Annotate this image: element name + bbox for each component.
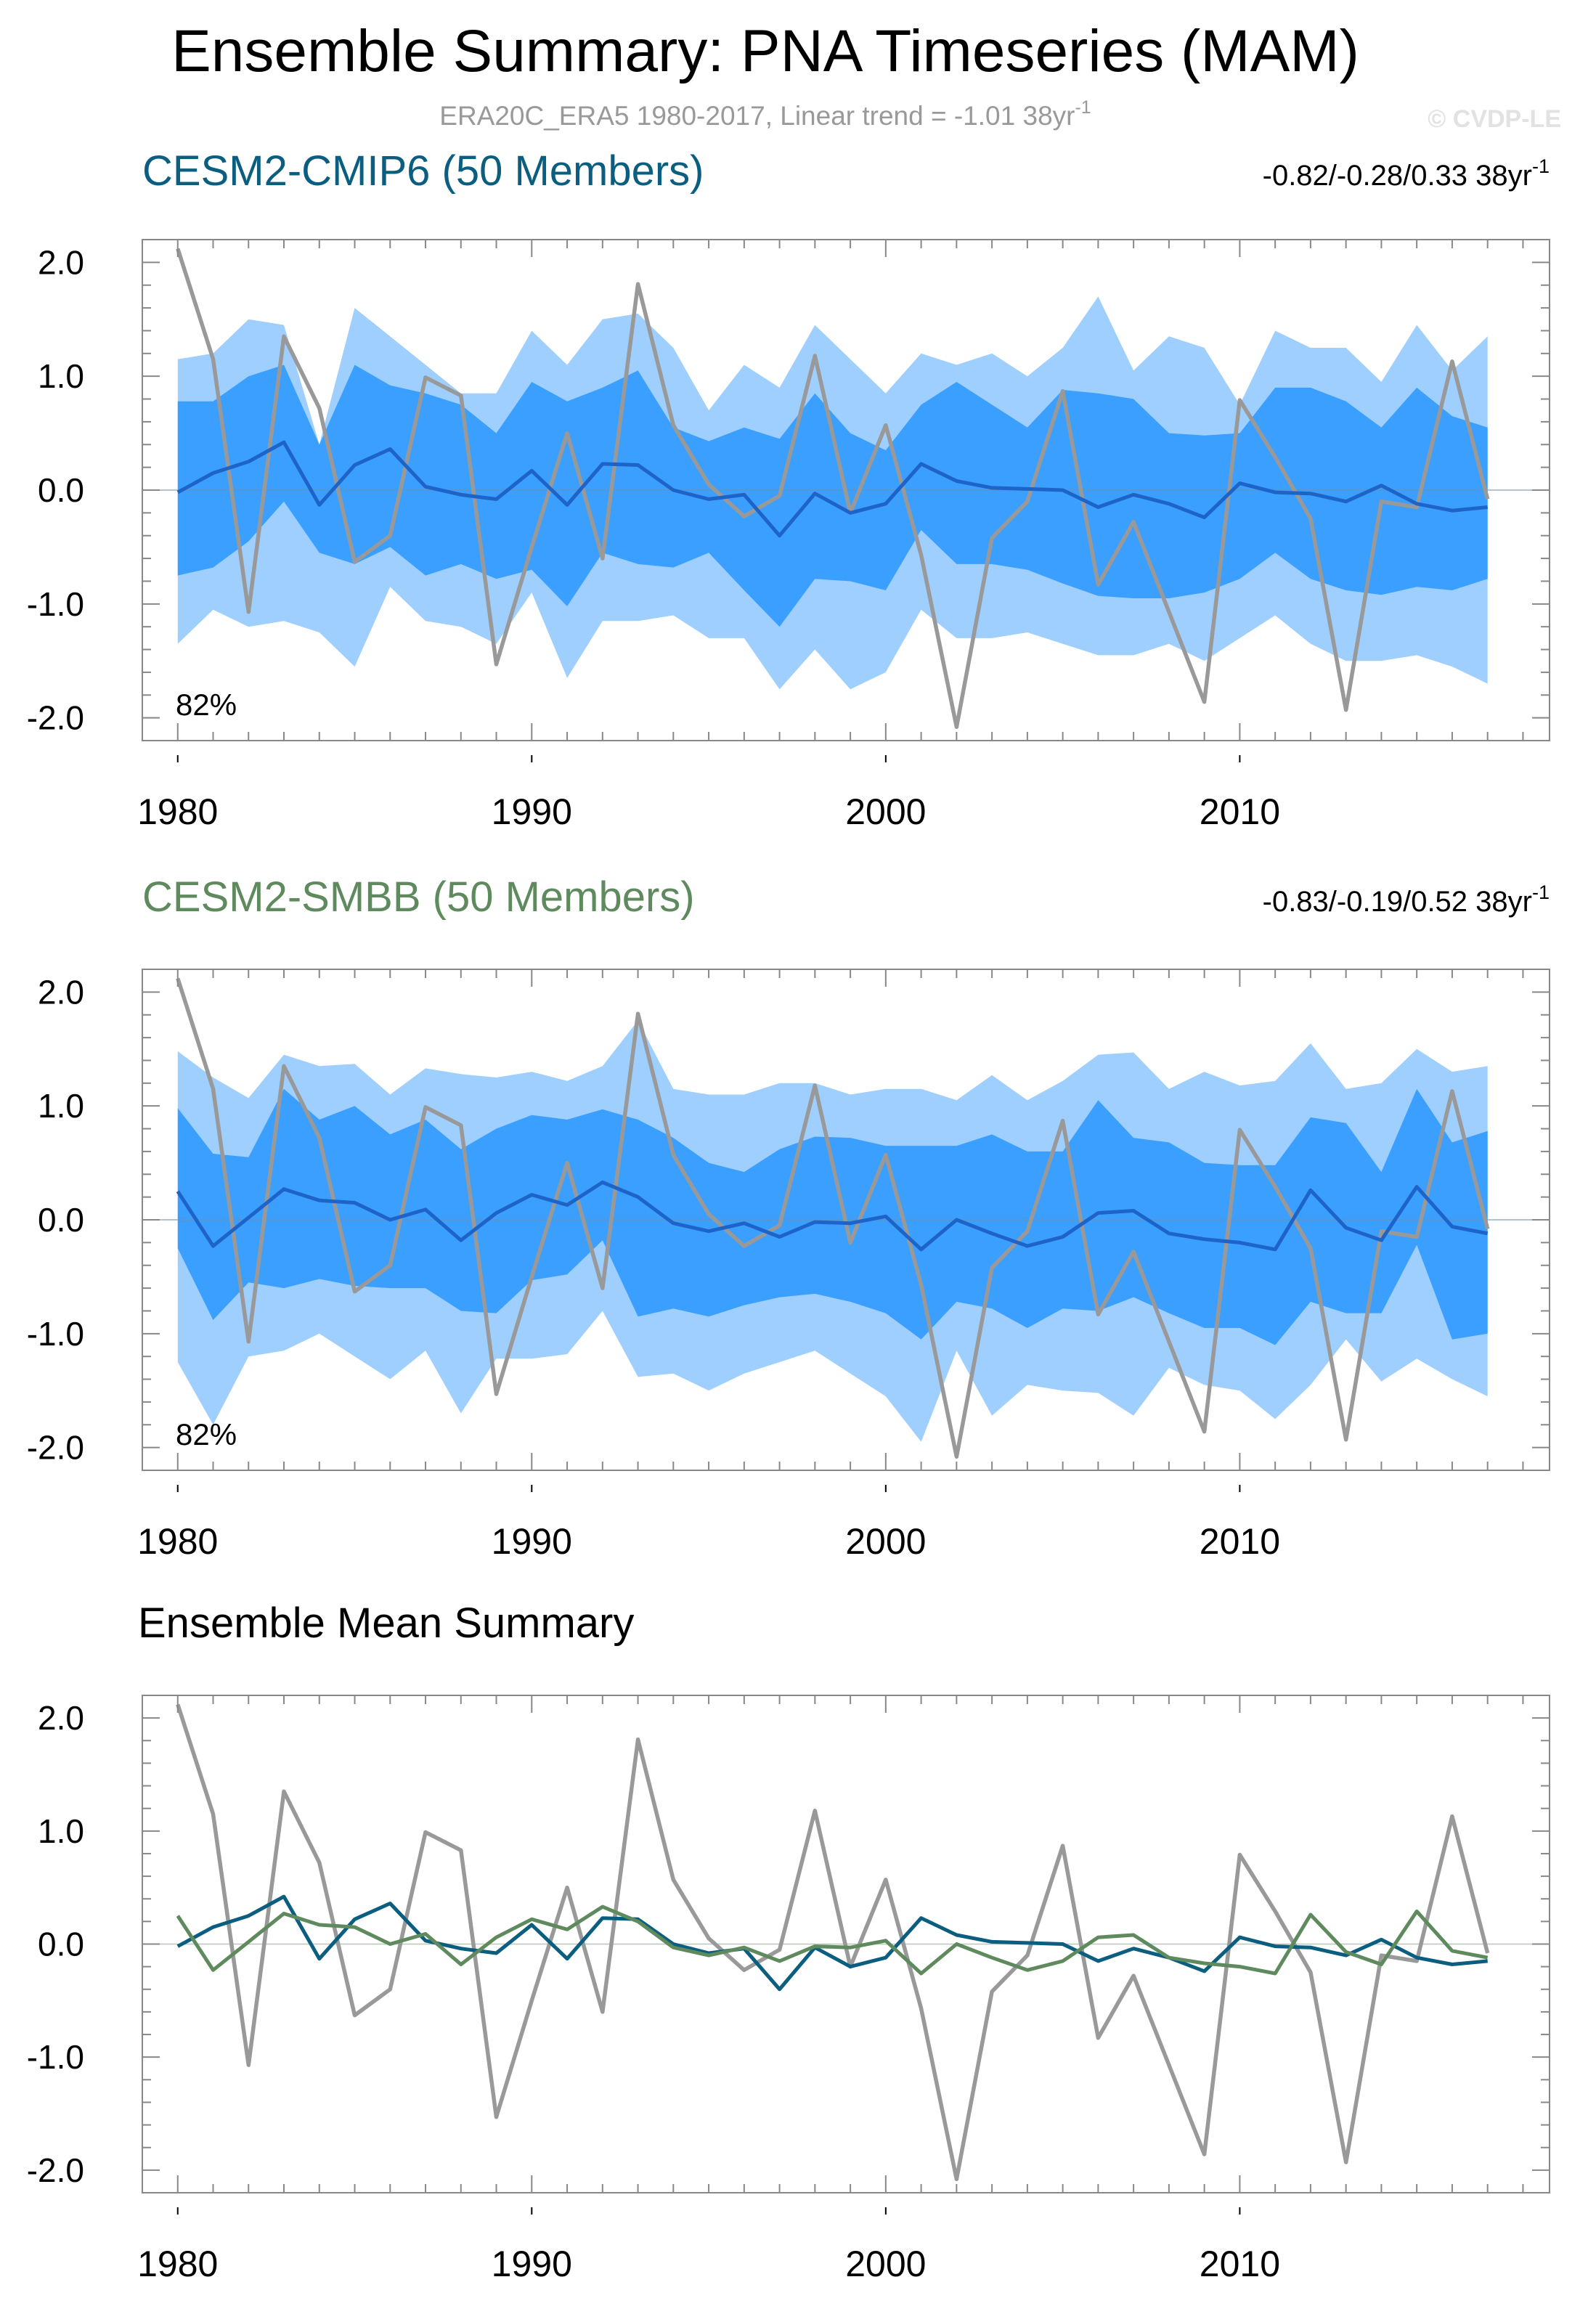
panel-title-summary: Ensemble Mean Summary	[138, 1600, 634, 1647]
y-axis: 2.0 1.0 0.0 -1.0 -2.0	[27, 973, 1550, 1467]
x-axis: 1980 1990 2000 2010	[137, 240, 1524, 832]
y-axis: 2.0 1.0 0.0 -1.0 -2.0	[27, 243, 1550, 737]
x-tick-label: 2010	[1200, 2244, 1280, 2284]
y-tick-label: 0.0	[38, 471, 84, 509]
panel-smbb: CESM2-SMBB (50 Members) -0.83/-0.19/0.52 …	[27, 873, 1550, 1562]
x-tick-label: 1990	[492, 791, 572, 832]
credit-label: © CVDP-LE	[1428, 105, 1561, 133]
ensemble-range-inner-band	[177, 364, 1488, 627]
trend-text: -0.82/-0.28/0.33 38yr	[1263, 160, 1532, 192]
x-tick-label: 2010	[1200, 1521, 1280, 1562]
y-tick-label: -1.0	[27, 2038, 84, 2076]
panel-title-smbb: CESM2-SMBB (50 Members)	[142, 873, 695, 921]
x-tick-label: 2010	[1200, 791, 1280, 832]
ensemble-mean-line	[176, 1180, 1489, 1252]
panels: CESM2-CMIP6 (50 Members) -0.82/-0.28/0.33…	[27, 147, 1550, 2284]
x-tick-label: 1980	[137, 791, 218, 832]
trend-superscript: -1	[1532, 881, 1550, 903]
panel-cmip6: CESM2-CMIP6 (50 Members) -0.82/-0.28/0.33…	[27, 147, 1550, 832]
panel-summary: Ensemble Mean Summary 2.0 1.0 0.0 -1.0 -2.0 19…	[27, 1600, 1550, 2284]
obs-line	[176, 977, 1490, 1459]
x-tick-label: 2000	[845, 2244, 926, 2284]
smbb-mean-line	[176, 1904, 1489, 1976]
obs-line	[176, 1703, 1490, 2182]
x-tick-label: 1990	[492, 2244, 572, 2284]
trend-label-smbb: -0.83/-0.19/0.52 38yr-1	[1263, 881, 1550, 918]
y-tick-label: 2.0	[38, 1699, 84, 1737]
percent-label: 82%	[176, 688, 237, 722]
x-tick-label: 1990	[492, 1521, 572, 1562]
y-tick-label: 1.0	[38, 1087, 84, 1125]
figure-subtitle: ERA20C_ERA5 1980-2017, Linear trend = -1…	[439, 97, 1091, 131]
x-tick-label: 1980	[137, 1521, 218, 1562]
x-axis: 1980 1990 2000 2010	[137, 969, 1524, 1562]
y-tick-label: 2.0	[38, 973, 84, 1011]
trend-superscript: -1	[1532, 155, 1550, 177]
trend-text: -0.83/-0.19/0.52 38yr	[1263, 886, 1532, 918]
x-tick-label: 2000	[845, 791, 926, 832]
subtitle-superscript: -1	[1075, 97, 1091, 118]
y-tick-label: 1.0	[38, 357, 84, 395]
x-tick-label: 1980	[137, 2244, 218, 2284]
ensemble-range-inner-band	[177, 1088, 1488, 1345]
y-tick-label: -2.0	[27, 699, 84, 737]
ensemble-mean-line	[176, 440, 1488, 538]
trend-label-cmip6: -0.82/-0.28/0.33 38yr-1	[1263, 155, 1550, 192]
y-tick-label: -1.0	[27, 1315, 84, 1353]
y-tick-label: -1.0	[27, 585, 84, 623]
percent-label: 82%	[176, 1417, 237, 1451]
cmip6-mean-line	[176, 1894, 1488, 1992]
figure-title: Ensemble Summary: PNA Timeseries (MAM)	[171, 18, 1359, 84]
y-tick-label: 0.0	[38, 1926, 84, 1963]
y-axis: 2.0 1.0 0.0 -1.0 -2.0	[27, 1699, 1550, 2189]
y-tick-label: 0.0	[38, 1201, 84, 1239]
x-tick-label: 2000	[845, 1521, 926, 1562]
y-tick-label: -2.0	[27, 1429, 84, 1467]
y-tick-label: 1.0	[38, 1812, 84, 1850]
x-axis: 1980 1990 2000 2010	[137, 1695, 1524, 2284]
y-tick-label: 2.0	[38, 243, 84, 281]
panel-title-cmip6: CESM2-CMIP6 (50 Members)	[142, 147, 704, 195]
subtitle-text: ERA20C_ERA5 1980-2017, Linear trend = -1…	[439, 101, 1075, 131]
obs-line	[176, 248, 1490, 729]
y-tick-label: -2.0	[27, 2151, 84, 2189]
